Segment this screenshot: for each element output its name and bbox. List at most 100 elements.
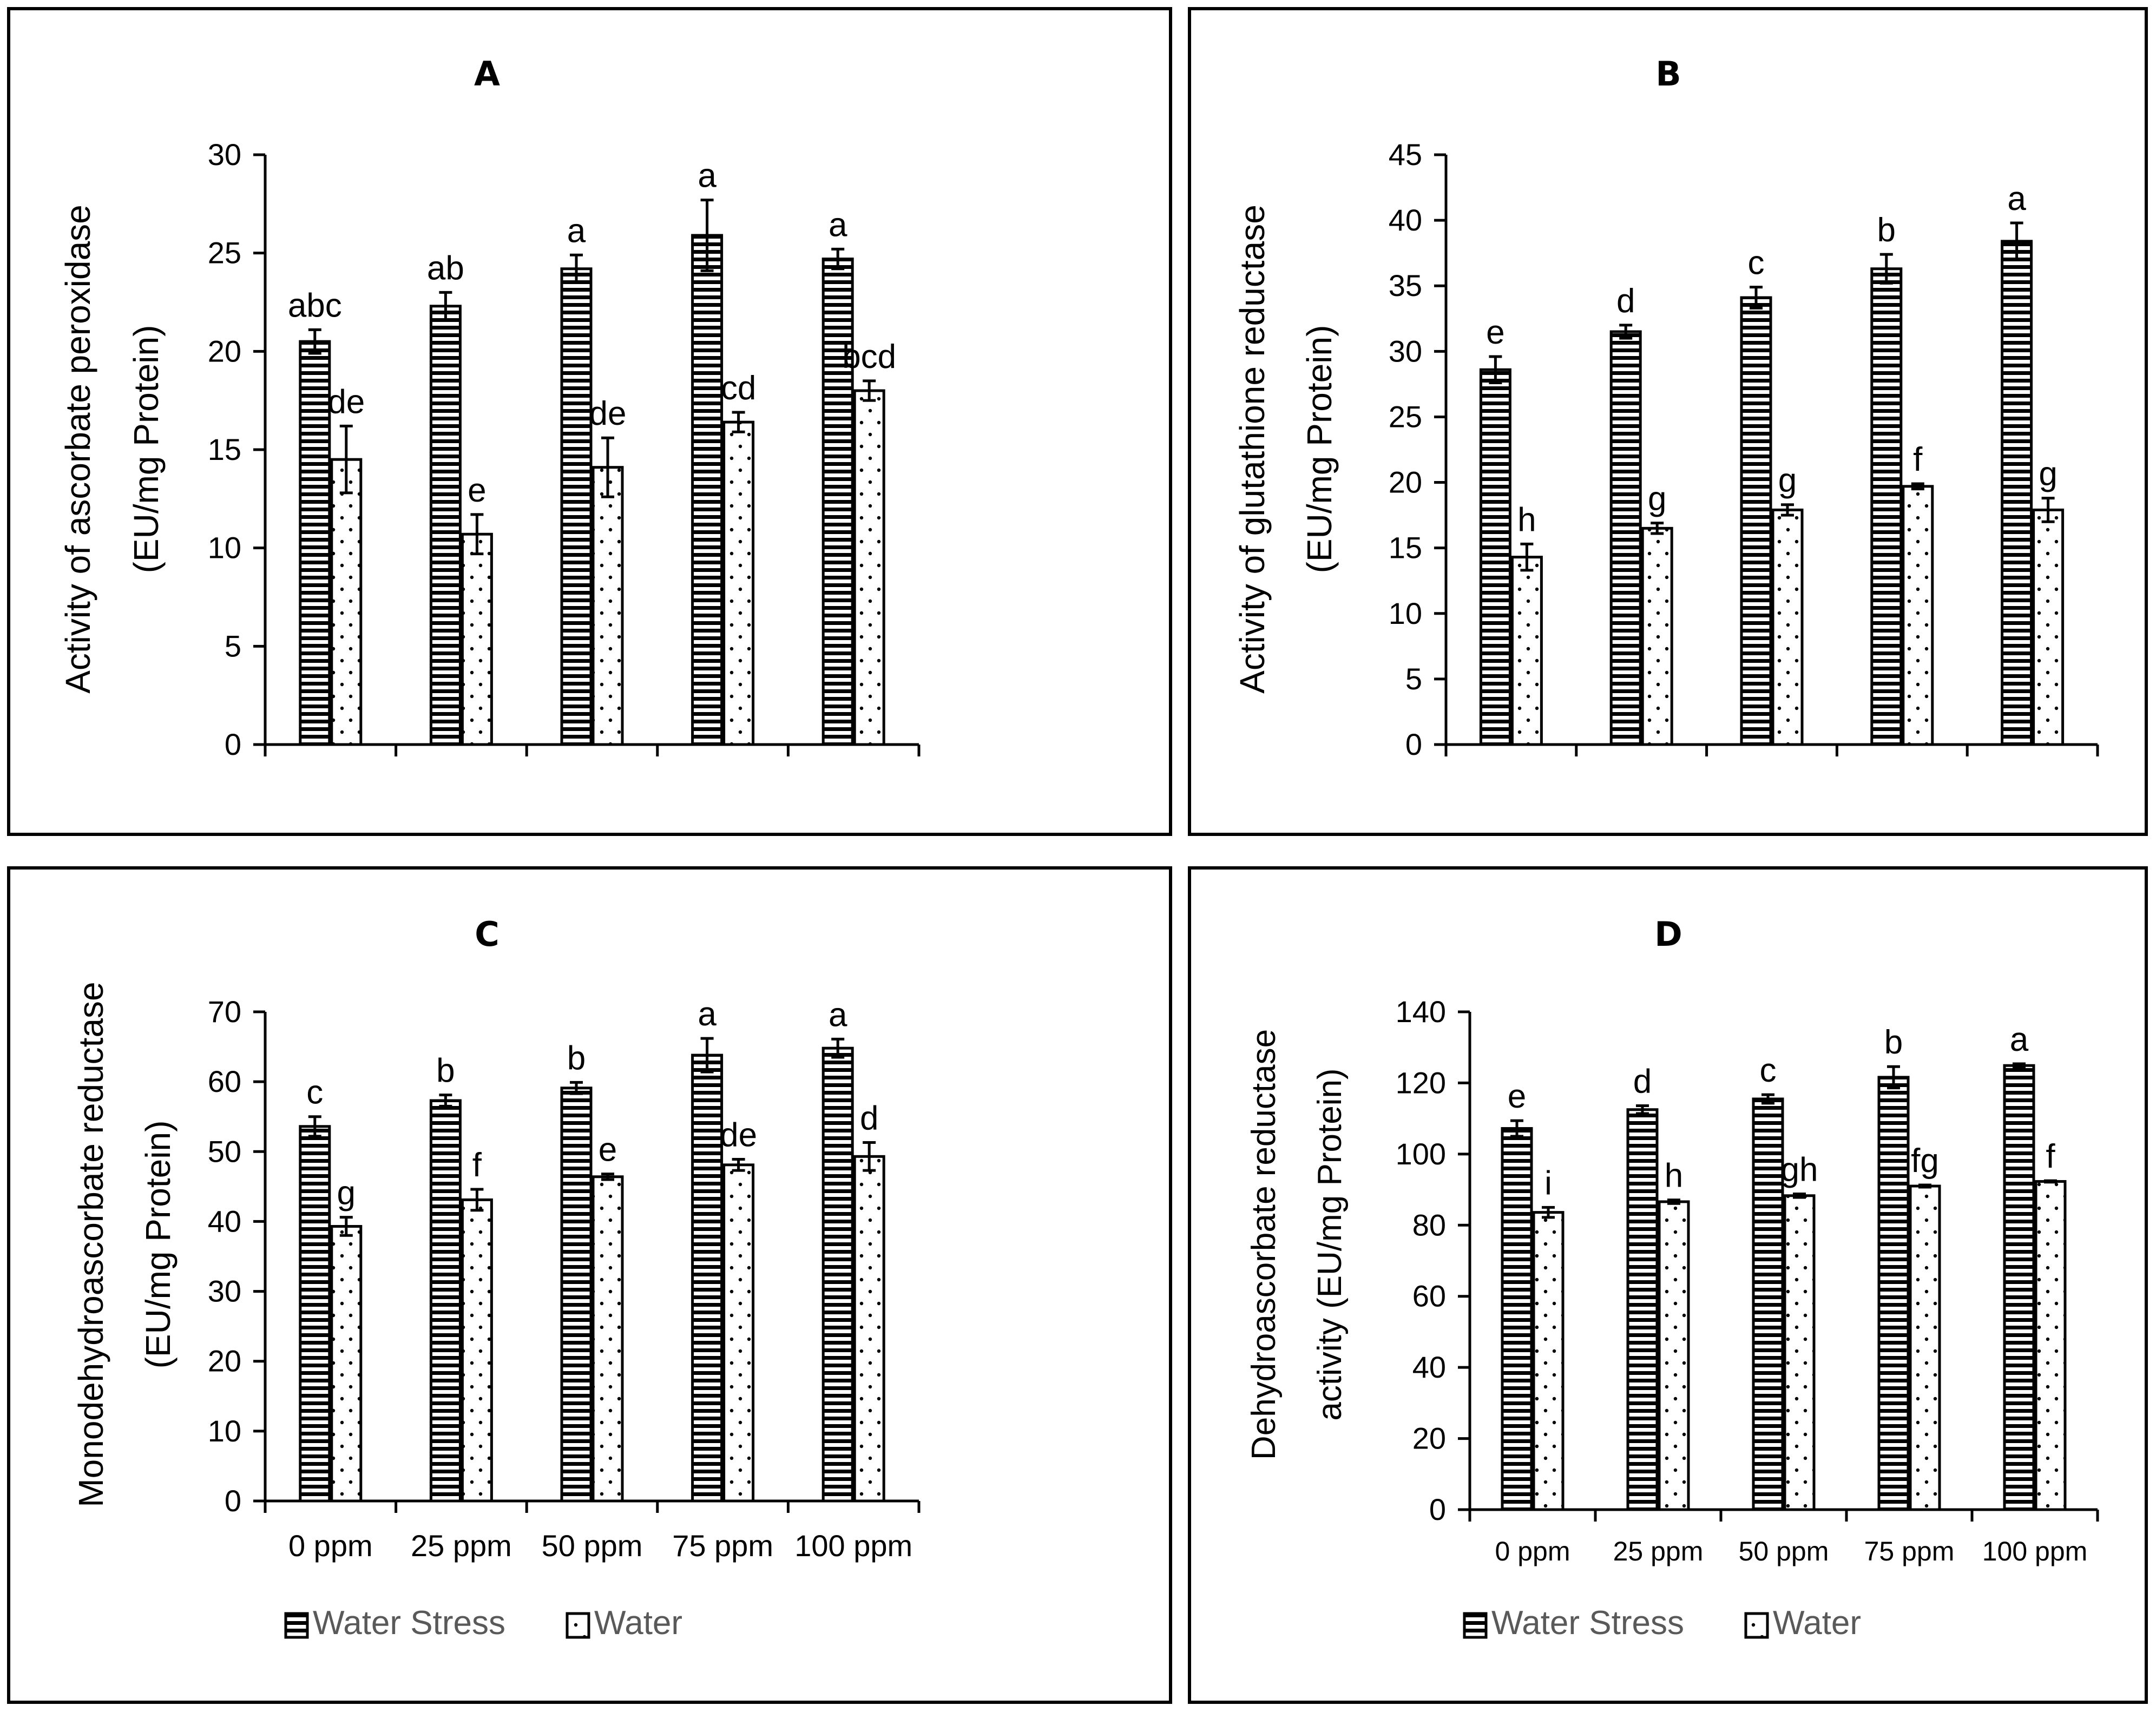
bar-water-stress <box>1609 330 1642 746</box>
x-tick-label: 50 ppm <box>542 1529 643 1563</box>
bar-water-stress <box>1752 1097 1784 1511</box>
y-tick-label: 140 <box>1396 995 1446 1029</box>
bar-water <box>722 420 755 746</box>
bar-water <box>1909 1184 1941 1511</box>
y-tick-label: 10 <box>208 1414 241 1448</box>
bar-water-stress <box>691 234 724 746</box>
significance-label: a <box>2007 180 2026 218</box>
x-tick-label: 25 ppm <box>411 1529 512 1563</box>
bar-water <box>722 1163 755 1503</box>
significance-label: h <box>1517 501 1536 538</box>
bar-water-stress <box>1877 1076 1910 1511</box>
y-tick-label: 70 <box>208 995 241 1029</box>
bar-water-stress <box>1501 1127 1533 1511</box>
y-tick-label: 25 <box>1389 399 1422 433</box>
bar-water <box>1641 526 1673 746</box>
significance-label: bcd <box>842 338 896 376</box>
significance-label: de <box>589 395 627 432</box>
y-tick-label: 20 <box>1412 1421 1446 1456</box>
y-tick-label: 10 <box>1389 596 1422 630</box>
y-tick-label: 15 <box>1389 531 1422 565</box>
significance-label: b <box>1877 212 1896 249</box>
legend-label-water-stress: Water Stress <box>1491 1604 1684 1642</box>
bar-water <box>461 532 493 746</box>
chart-panel-C: C 0 10 20 30 40 50 60 70 Monodehydroascorbate red… <box>7 866 1172 1704</box>
x-tick-label: 75 ppm <box>672 1529 773 1563</box>
significance-label: d <box>1633 1063 1652 1100</box>
y-tick-label: 60 <box>1412 1279 1446 1313</box>
significance-label: a <box>2010 1021 2029 1058</box>
y-axis-title-line-1: Activity of ascorbate peroxidase <box>58 205 97 694</box>
panel-title: A <box>474 54 500 94</box>
y-tick-label: 45 <box>1389 137 1422 172</box>
significance-label: abc <box>288 287 342 324</box>
bar-water-stress <box>1870 267 1903 746</box>
y-tick-label: 10 <box>208 531 241 565</box>
charts-root: A 0 5 10 15 20 25 30 Activity of ascorbate perox… <box>7 7 2148 1704</box>
y-tick-label: 30 <box>208 1274 241 1308</box>
chart-panel-D: D 0 20 40 60 80 100 120 140 Dehydroascorbate redu… <box>1188 866 2148 1704</box>
y-tick-label: 20 <box>208 334 241 368</box>
chart-panel-B: B 0 5 10 15 20 25 30 35 40 45 Activity of glutathio… <box>1188 7 2148 836</box>
bar-water <box>461 1198 493 1503</box>
bar-water-stress <box>429 305 462 746</box>
significance-label: d <box>1616 282 1635 320</box>
significance-label: f <box>472 1147 482 1184</box>
significance-label: c <box>1748 245 1765 282</box>
legend-swatch-water-stress <box>1463 1612 1488 1639</box>
bar-water-stress <box>1479 368 1511 746</box>
significance-label: a <box>829 206 847 243</box>
x-tick-label: 50 ppm <box>1739 1536 1829 1566</box>
y-tick-label: 40 <box>208 1204 241 1238</box>
significance-label: gh <box>1781 1151 1818 1188</box>
significance-label: f <box>2046 1138 2055 1175</box>
significance-label: e <box>599 1131 617 1169</box>
bar-water <box>1771 508 1804 746</box>
y-tick-label: 50 <box>208 1134 241 1168</box>
significance-label: g <box>1648 480 1666 518</box>
significance-label: f <box>1913 441 1923 478</box>
y-tick-label: 15 <box>208 432 241 466</box>
y-axis-title-line-2: (EU/mg Protein) <box>127 325 166 574</box>
bar-water <box>330 458 363 746</box>
significance-label: fg <box>1911 1142 1939 1180</box>
legend-label-water: Water <box>1773 1604 1861 1642</box>
significance-label: ab <box>427 249 464 287</box>
y-axis-title-line-2: (EU/mg Protein) <box>1300 325 1339 574</box>
bar-water <box>591 1175 624 1503</box>
bar-water <box>2034 1180 2067 1511</box>
bar-water <box>330 1224 363 1503</box>
x-tick-label: 25 ppm <box>1613 1536 1704 1566</box>
significance-label: e <box>1508 1078 1526 1115</box>
bar-water-stress <box>560 267 593 746</box>
y-tick-label: 20 <box>208 1344 241 1378</box>
legend-swatch-water <box>1744 1612 1769 1639</box>
bar-water-stress <box>299 340 331 746</box>
bar-water <box>591 466 624 746</box>
x-tick-label: 75 ppm <box>1864 1536 1955 1566</box>
y-tick-label: 100 <box>1396 1137 1446 1171</box>
bar-water <box>853 1155 885 1503</box>
legend-label-water-stress: Water Stress <box>313 1604 505 1642</box>
y-tick-label: 0 <box>225 727 241 761</box>
significance-label: g <box>337 1175 356 1212</box>
significance-label: cd <box>721 370 756 407</box>
x-tick-label: 100 ppm <box>1982 1536 2088 1566</box>
significance-label: c <box>1760 1052 1777 1089</box>
significance-label: e <box>1486 314 1504 351</box>
significance-label: e <box>468 472 486 509</box>
y-tick-label: 40 <box>1389 203 1422 237</box>
panel-title: C <box>475 914 499 954</box>
significance-label: g <box>1778 462 1797 499</box>
y-axis-title-line-2: (EU/mg Protein) <box>139 1121 178 1369</box>
bar-water <box>1510 556 1543 746</box>
significance-label: a <box>698 996 717 1033</box>
legend-label-water: Water <box>594 1604 682 1642</box>
y-tick-label: 5 <box>1405 662 1422 696</box>
y-tick-label: 60 <box>208 1064 241 1098</box>
bar-water-stress <box>821 258 854 746</box>
bar-water <box>2032 508 2065 746</box>
bar-water-stress <box>429 1099 462 1503</box>
significance-label: i <box>1544 1164 1552 1202</box>
